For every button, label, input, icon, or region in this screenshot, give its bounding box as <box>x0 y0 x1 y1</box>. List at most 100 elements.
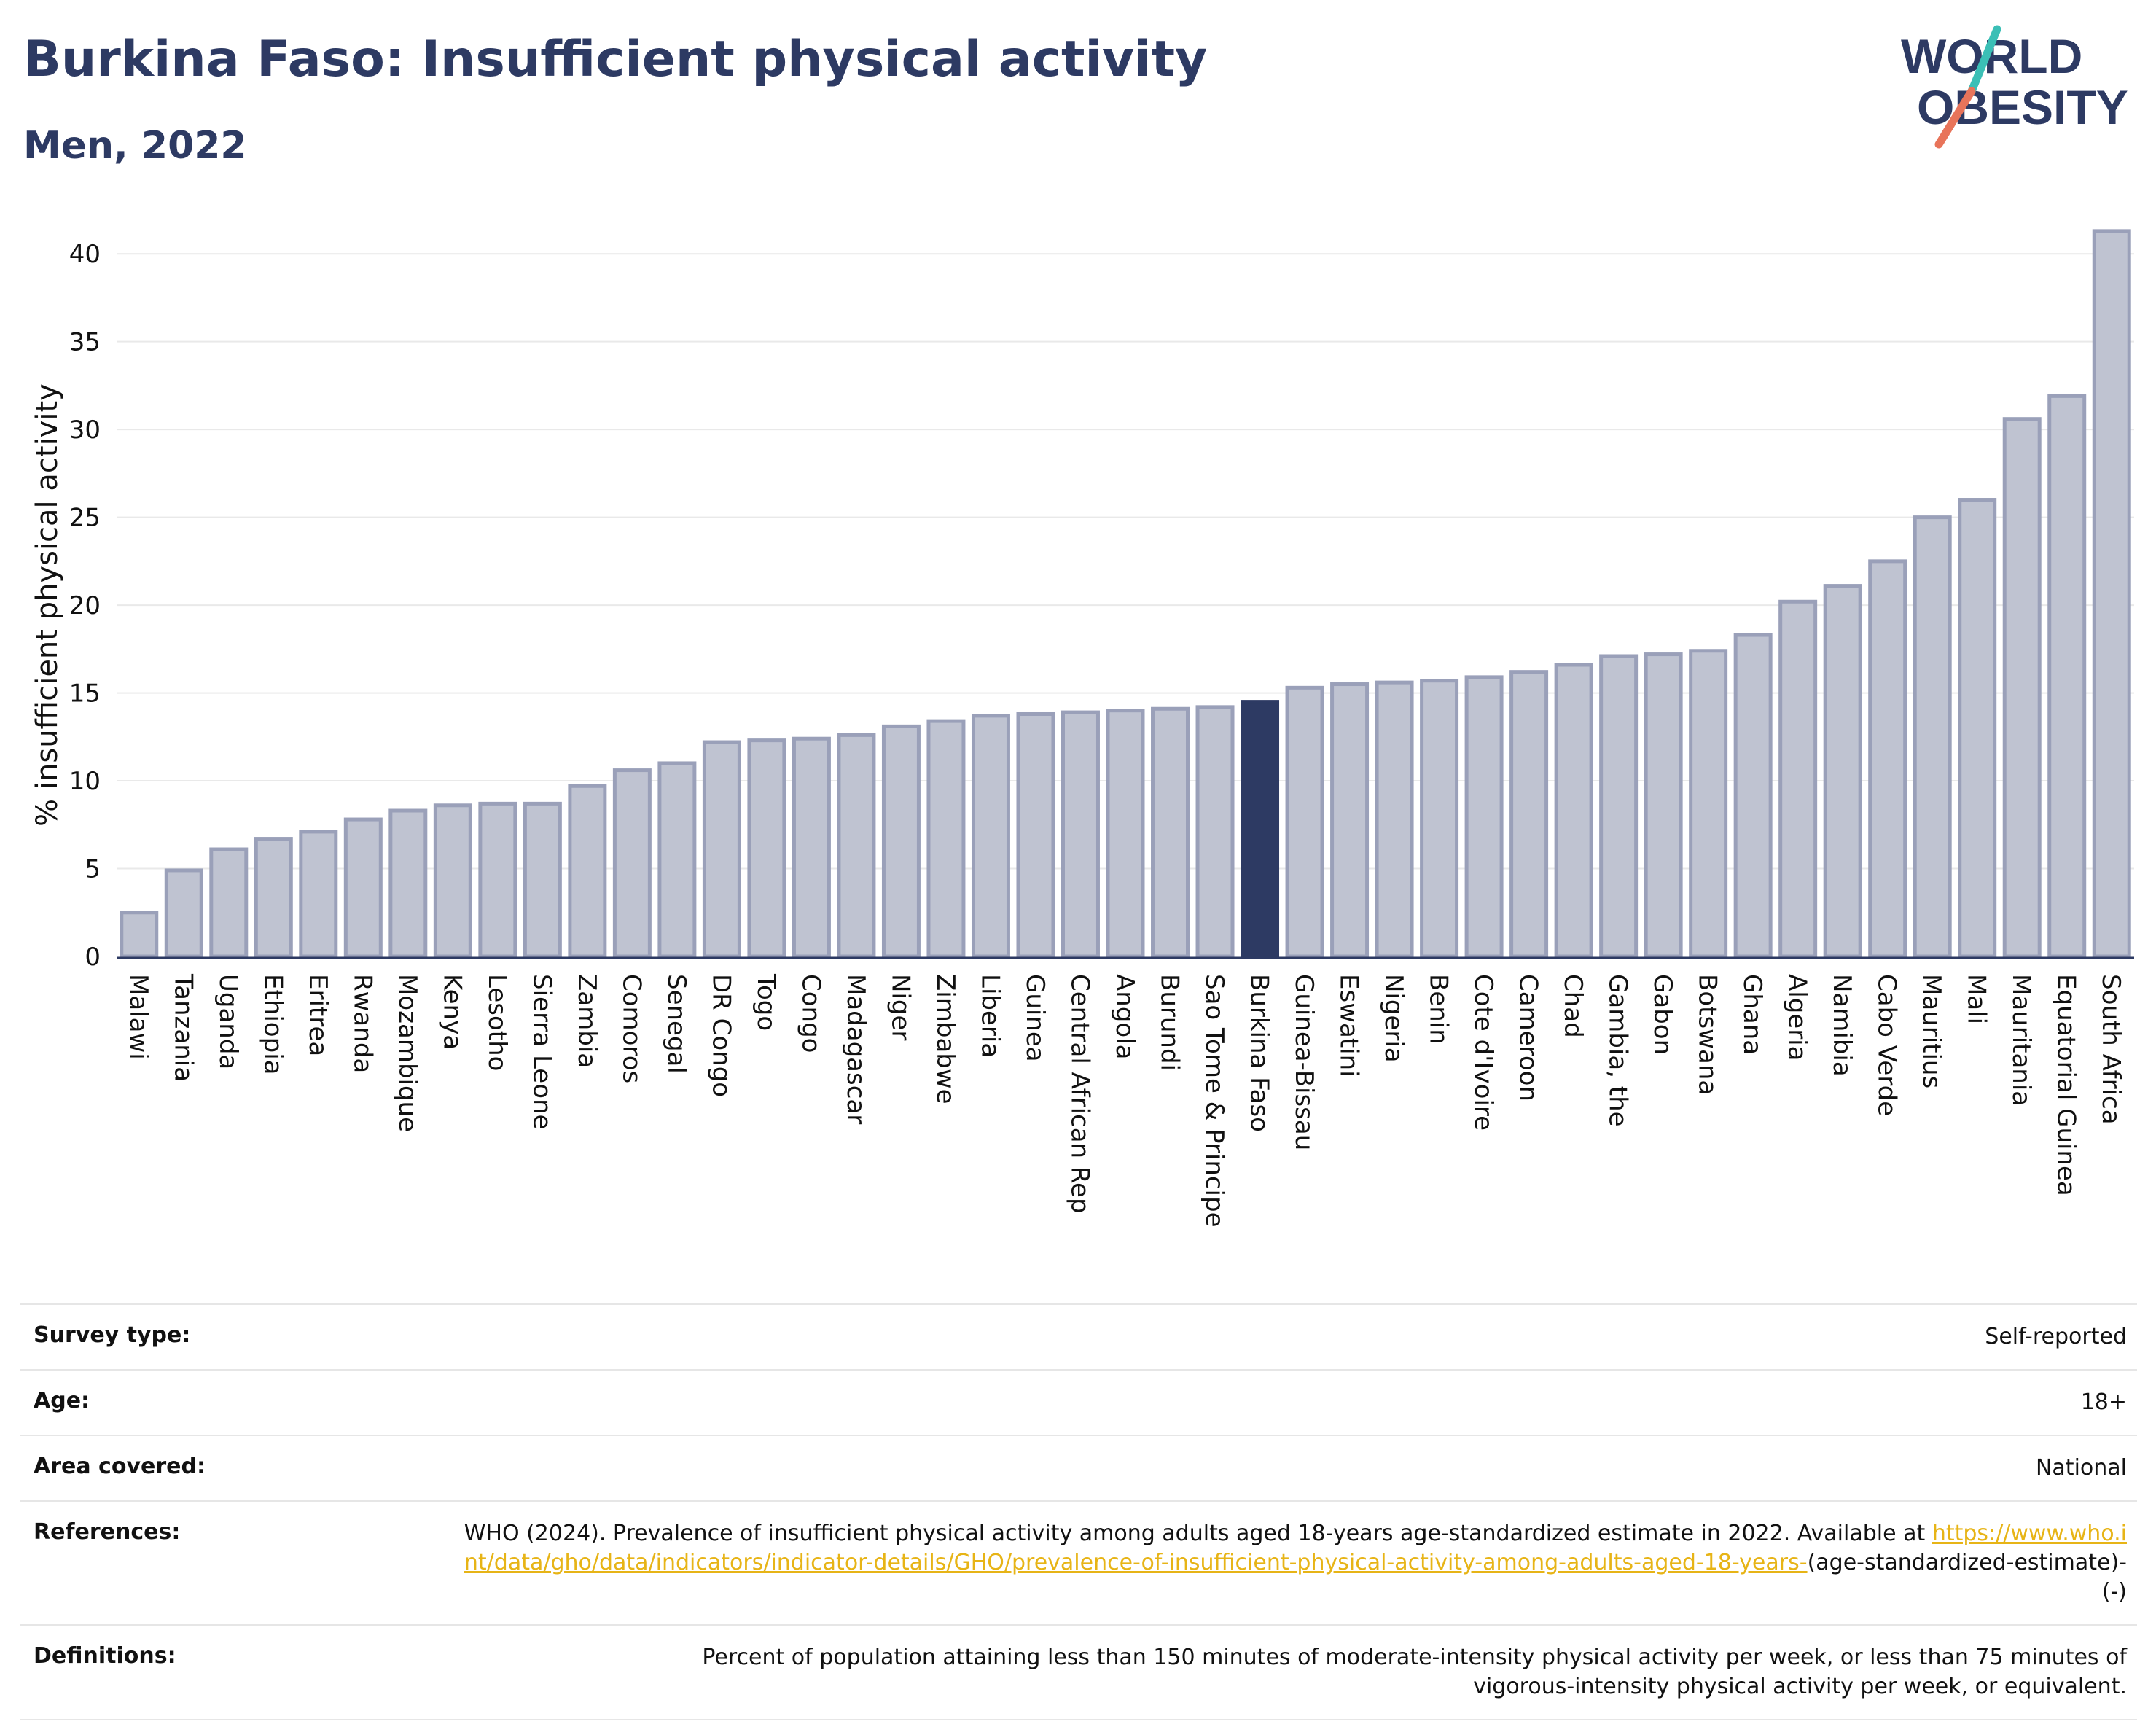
x-tick-label: Eritrea <box>303 974 332 1056</box>
y-axis-label: % insufficient physical activity <box>31 383 64 827</box>
world-obesity-logo: WORLD OBESITY <box>1901 25 2128 149</box>
bar-malawi <box>120 911 159 959</box>
bar-togo <box>747 738 786 959</box>
x-tick-label: Senegal <box>662 974 691 1074</box>
x-tick-label: Madagascar <box>841 974 870 1124</box>
x-tick-label: Mali <box>1962 974 1991 1024</box>
x-tick-label: Algeria <box>1783 974 1812 1061</box>
bar-eritrea <box>299 830 338 959</box>
y-tick-label: 5 <box>85 855 101 884</box>
bar-zimbabwe <box>926 719 966 959</box>
x-tick-label: Equatorial Guinea <box>2052 974 2081 1196</box>
bar-botswana <box>1689 649 1728 959</box>
chart-subtitle: Men, 2022 <box>23 124 247 168</box>
y-tick-label: 0 <box>85 943 101 972</box>
meta-label: Survey type: <box>34 1322 191 1348</box>
bar-equatorial-guinea <box>2047 394 2087 959</box>
references-suffix: (age-standardized-estimate)-(-) <box>1807 1550 2127 1605</box>
x-tick-label: Chad <box>1558 974 1587 1038</box>
x-axis-ticks: Malawi Tanzania Uganda Ethiopia Eritrea Rwand… <box>124 973 2125 1228</box>
bar-niger <box>881 724 921 959</box>
x-tick-label: Nigeria <box>1379 974 1408 1063</box>
bar-lesotho <box>478 801 517 959</box>
bar-congo <box>792 736 831 959</box>
bar-central-african-rep <box>1061 710 1100 959</box>
bar-mozambique <box>388 808 428 959</box>
bar-sao-tome-principe <box>1195 705 1235 959</box>
x-tick-label: Angola <box>1110 974 1139 1059</box>
meta-value: Self-reported <box>1985 1324 2127 1349</box>
meta-row-area-covered: Area covered: National <box>20 1436 2137 1502</box>
x-tick-label: Mauritania <box>2007 974 2036 1106</box>
meta-value: 18+ <box>2080 1389 2127 1415</box>
logo-slash-coral <box>1934 87 1976 149</box>
y-tick-label: 20 <box>69 591 101 620</box>
bar-madagascar <box>837 733 876 959</box>
bar-uganda <box>209 847 249 959</box>
x-tick-label: Congo <box>796 974 825 1053</box>
bar-burkina-faso <box>1241 700 1280 959</box>
x-tick-label: Liberia <box>975 974 1004 1058</box>
bar-cabo-verde <box>1868 559 1907 959</box>
x-tick-label: Comoros <box>617 974 646 1083</box>
bar-comoros <box>612 768 652 959</box>
y-tick-label: 30 <box>69 416 101 445</box>
y-tick-label: 40 <box>69 240 101 269</box>
meta-row-definitions: Definitions: Percent of population attai… <box>20 1626 2137 1720</box>
metadata-table: Survey type: Self-reported Age: 18+ Area… <box>20 1303 2137 1720</box>
bar-gabon <box>1644 652 1683 959</box>
bar-algeria <box>1778 599 1818 959</box>
y-tick-label: 25 <box>69 504 101 533</box>
references-link[interactable]: https://www.who.int/data/gho/data/indica… <box>464 1521 2127 1575</box>
x-tick-label: Namibia <box>1827 974 1856 1077</box>
bar-zambia <box>568 784 607 959</box>
bar-benin <box>1420 679 1459 959</box>
x-tick-label: Burkina Faso <box>1245 974 1274 1132</box>
x-tick-label: Cote d'Ivoire <box>1469 974 1498 1131</box>
x-tick-label: Eswatini <box>1335 974 1364 1077</box>
x-tick-label: South Africa <box>2096 974 2125 1125</box>
x-tick-label: Ethiopia <box>258 974 287 1075</box>
bar-tanzania <box>164 868 203 959</box>
x-tick-label: Uganda <box>214 974 243 1069</box>
bar-angola <box>1106 709 1145 959</box>
meta-label: Area covered: <box>34 1454 206 1479</box>
bar-namibia <box>1823 584 1862 959</box>
logo-slash-teal <box>1967 25 2001 95</box>
bar-burundi <box>1151 706 1190 959</box>
x-tick-label: DR Congo <box>706 974 735 1097</box>
x-tick-label: Benin <box>1424 974 1453 1045</box>
x-tick-label: Togo <box>751 973 781 1031</box>
x-tick-label: Ghana <box>1738 974 1767 1055</box>
bar-sierra-leone <box>523 801 562 959</box>
x-tick-label: Lesotho <box>483 974 512 1071</box>
meta-label: Age: <box>34 1388 90 1414</box>
x-tick-label: Cabo Verde <box>1872 974 1902 1116</box>
bar-cote-d-ivoire <box>1464 675 1504 959</box>
x-tick-label: Guinea-Bissau <box>1289 974 1319 1150</box>
x-tick-label: Kenya <box>437 974 466 1050</box>
x-tick-label: Gambia, the <box>1604 974 1633 1127</box>
bar-mauritania <box>2002 417 2042 959</box>
x-tick-label: Mozambique <box>393 974 422 1132</box>
x-tick-label: Tanzania <box>168 973 198 1082</box>
meta-row-age: Age: 18+ <box>20 1371 2137 1436</box>
x-tick-label: Rwanda <box>348 974 377 1073</box>
bar-south-africa <box>2092 229 2131 959</box>
y-tick-label: 35 <box>69 328 101 357</box>
bar-liberia <box>971 714 1010 959</box>
x-tick-label: Sao Tome & Principe <box>1200 974 1229 1228</box>
bar-gambia-the <box>1599 654 1639 959</box>
bar-guinea <box>1016 711 1055 959</box>
bar-chart: 0 5 10 15 20 25 30 35 40 % insufficient physical… <box>31 229 2134 1228</box>
bar-kenya <box>433 803 472 959</box>
references-value: WHO (2024). Prevalence of insufficient p… <box>450 1519 2127 1607</box>
meta-value: Percent of population attaining less tha… <box>702 1645 2127 1699</box>
x-tick-label: Sierra Leone <box>527 974 556 1129</box>
bar-mauritius <box>1913 515 1952 959</box>
references-text: WHO (2024). Prevalence of insufficient p… <box>464 1521 1926 1546</box>
x-tick-label: Botswana <box>1693 974 1722 1095</box>
bar-chad <box>1554 663 1593 959</box>
x-tick-label: Guinea <box>1020 974 1050 1062</box>
y-tick-label: 15 <box>69 679 101 709</box>
